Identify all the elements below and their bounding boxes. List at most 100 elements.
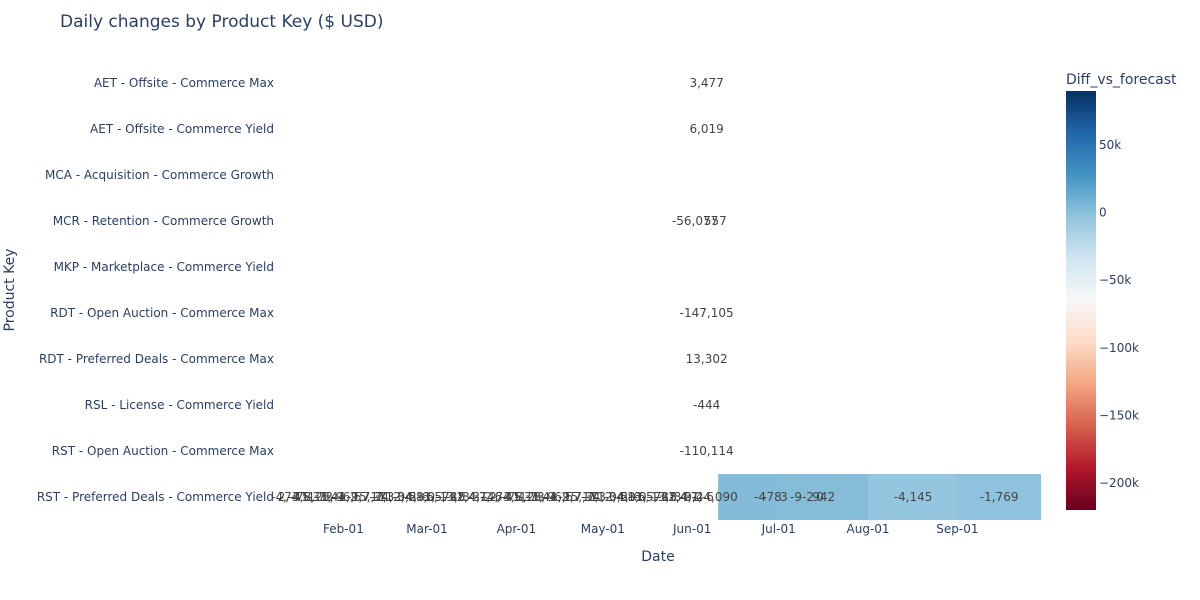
overlap-label: -6,5 — [550, 490, 573, 504]
x-tick-label: May-01 — [581, 522, 625, 536]
colorbar-tick-label: −200k — [1099, 476, 1139, 490]
overlap-label: -34,-34 — [369, 490, 412, 504]
overlap-label: -9,7 — [558, 490, 581, 504]
x-tick-label: Feb-01 — [323, 522, 364, 536]
overlap-label: -5,-15 — [642, 490, 677, 504]
overlap-label: -4,-4 — [271, 490, 299, 504]
overlap-label: 11,-1 — [416, 490, 447, 504]
x-tick-label: Apr-01 — [497, 522, 537, 536]
colorbar-tick-label: 0 — [1099, 206, 1107, 220]
overlap-label: 3 — [780, 490, 788, 504]
row-label: RDT - Open Auction - Commerce Max — [50, 306, 274, 320]
overlap-label: -8,0 — [412, 490, 435, 504]
x-tick-label: Sep-01 — [936, 522, 978, 536]
overlap-label: 11,-1 — [628, 490, 659, 504]
overlap-label: -78,-3 — [292, 490, 327, 504]
overlap-label: -31,-9 — [520, 490, 555, 504]
overlap-label: 3,-4 — [534, 490, 557, 504]
chart-title: Daily changes by Product Key ($ USD) — [60, 12, 384, 32]
heatmap-cell — [718, 474, 780, 520]
overlap-end-label: 0,44,090 — [684, 490, 737, 504]
overlap-label: -7,-6 — [686, 490, 714, 504]
overlap-label: -1,4 — [664, 490, 687, 504]
overlap-label: -12,-5 — [381, 490, 416, 504]
overlap-label: -3,-8 — [442, 490, 470, 504]
overlap-label: -2,3 — [583, 490, 606, 504]
colorbar-tick-label: −100k — [1099, 341, 1139, 355]
y-axis-title: Product Key — [2, 249, 18, 332]
row-label: RST - Open Auction - Commerce Max — [52, 444, 274, 458]
colorbar-tick-label: −50k — [1099, 273, 1131, 287]
cell-value-label: -1,769 — [980, 490, 1019, 504]
cell-value-label: -4,145 — [894, 490, 933, 504]
overlap-label: -9,7 — [347, 490, 370, 504]
overlap-label: -7,-6 — [475, 490, 503, 504]
overlap-label: -4 — [754, 490, 766, 504]
overlap-label: -2 — [802, 490, 814, 504]
x-tick-label: Jul-01 — [761, 522, 796, 536]
x-axis-title: Date — [641, 549, 674, 565]
row-label: MKP - Marketplace - Commerce Yield — [54, 260, 274, 274]
overlap-label: -8,0 — [623, 490, 646, 504]
overlap-label: -73,-12 — [491, 490, 534, 504]
overlap-label: 2,-31 — [668, 490, 699, 504]
colorbar-tick-label: −150k — [1099, 408, 1139, 422]
cell-value-label: -110,114 — [680, 444, 734, 458]
overlap-label: -2,3 — [371, 490, 394, 504]
row-label: MCR - Retention - Commerce Growth — [53, 214, 274, 228]
cell-value-label: 13,302 — [686, 352, 728, 366]
colorbar-title: Diff_vs_forecast — [1066, 72, 1177, 88]
overlap-label: -6,-78 — [422, 490, 457, 504]
colorbar: Diff_vs_forecast 50k 0 −50k −100k −150k −200k — [1066, 72, 1177, 510]
overlap-label: 7,-7 — [574, 490, 597, 504]
overlap-label: -4,-4 — [483, 490, 511, 504]
overlap-label: -41,2 — [326, 490, 357, 504]
colorbar-gradient — [1066, 91, 1096, 510]
overlap-label: 0,2 — [609, 490, 628, 504]
overlap-label: -15,11 — [559, 490, 598, 504]
overlap-label: 3,-4 — [322, 490, 345, 504]
overlap-label: -3,-8 — [654, 490, 682, 504]
overlap-label: 0,2 — [398, 490, 417, 504]
heatmap-cell — [957, 474, 1041, 520]
overlap-label: 2,-41 — [489, 490, 520, 504]
overlap-label: 5,-73 — [302, 490, 333, 504]
row-label: RST - Preferred Deals - Commerce Yield — [37, 490, 274, 504]
cell-value-label: -444 — [693, 398, 720, 412]
row-label: MCA - Acquisition - Commerce Growth — [45, 168, 274, 182]
overlap-label: -78,-3 — [503, 490, 538, 504]
heatmap-cell — [868, 474, 959, 520]
overlap-label: -9 — [790, 490, 802, 504]
overlap-label: -5,-15 — [430, 490, 465, 504]
row-label: RSL - License - Commerce Yield — [85, 398, 274, 412]
overlap-label: 4,-2 — [469, 490, 492, 504]
overlap-label: 5,-73 — [514, 490, 545, 504]
x-tick-label: Jun-01 — [672, 522, 711, 536]
cell-value-label: -147,105 — [680, 306, 734, 320]
overlap-label: -4,-6 — [401, 490, 429, 504]
cell-value-label: 942 — [812, 490, 835, 504]
cell-value-label: 6,019 — [689, 122, 723, 136]
overlap-label: 2,-41 — [278, 490, 309, 504]
overlap-label: -6,-78 — [633, 490, 668, 504]
overlap-label: -12,-5 — [593, 490, 628, 504]
overlap-label: -1,4 — [452, 490, 475, 504]
x-tick-label: Mar-01 — [406, 522, 447, 536]
overlap-label: -15,11 — [347, 490, 386, 504]
cell-value-label: 557 — [704, 214, 727, 228]
overlap-label: 7,-7 — [363, 490, 386, 504]
overlap-label: -73,-12 — [280, 490, 323, 504]
heatmap-cell — [778, 474, 869, 520]
overlap-label: -41,2 — [538, 490, 569, 504]
overlap-label: 4,-2 — [680, 490, 703, 504]
x-tick-label: Aug-01 — [847, 522, 890, 536]
row-label: RDT - Preferred Deals - Commerce Max — [39, 352, 274, 366]
overlap-label: 0 — [816, 490, 824, 504]
colorbar-tick-label: 50k — [1099, 138, 1121, 152]
overlap-label: -4,-6 — [613, 490, 641, 504]
cell-value-label: -56,077 — [672, 214, 718, 228]
overlap-label: -6,5 — [338, 490, 361, 504]
row-label: AET - Offsite - Commerce Yield — [90, 122, 274, 136]
row-label: AET - Offsite - Commerce Max — [94, 76, 274, 90]
